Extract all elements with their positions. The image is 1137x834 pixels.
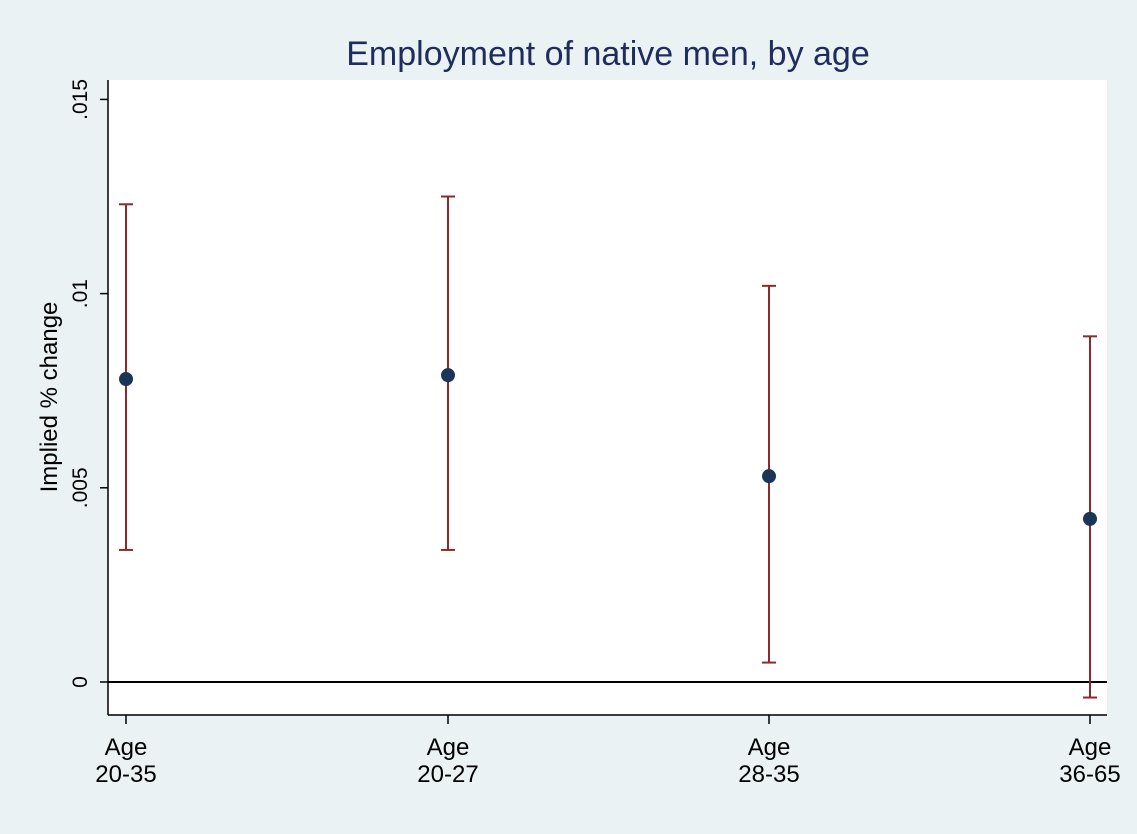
- data-point: [762, 469, 776, 484]
- y-tick-label: .005: [69, 467, 92, 508]
- chart-marks: 0.005.01.015Age20-35Age20-27Age28-35Age3…: [69, 79, 1121, 788]
- x-tick-label: Age: [105, 734, 148, 761]
- x-tick-label: 20-35: [95, 761, 156, 788]
- data-point: [119, 372, 133, 387]
- data-point: [1083, 511, 1097, 526]
- y-tick-label: .015: [69, 79, 92, 120]
- data-point: [441, 368, 455, 383]
- plot-area: [108, 80, 1107, 714]
- x-tick-label: 20-27: [417, 761, 478, 788]
- x-tick-label: 36-65: [1059, 761, 1120, 788]
- y-axis-label: Implied % change: [36, 302, 63, 493]
- chart-title: Employment of native men, by age: [346, 35, 870, 73]
- x-tick-label: Age: [748, 734, 791, 761]
- x-tick-label: 28-35: [738, 761, 799, 788]
- y-tick-label: .01: [69, 279, 92, 308]
- y-tick-label: 0: [69, 676, 92, 688]
- x-tick-label: Age: [427, 734, 470, 761]
- x-tick-label: Age: [1069, 734, 1112, 761]
